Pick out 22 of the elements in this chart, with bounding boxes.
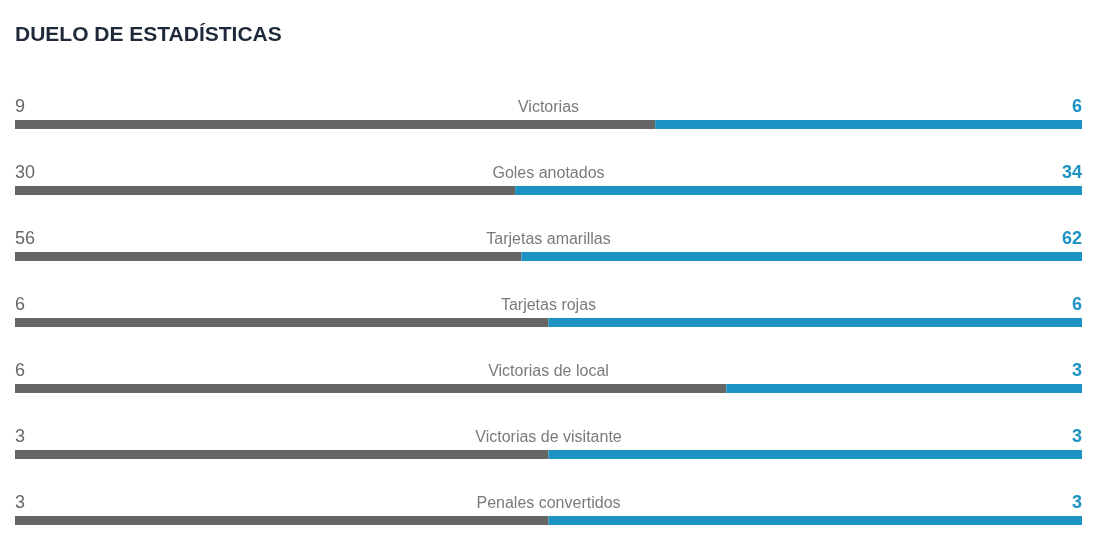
data-label: 6 xyxy=(1071,96,1082,116)
y-tick-label: Goles anotados xyxy=(492,164,605,181)
data-label: 3 xyxy=(15,492,26,512)
y-tick-label: Victorias de local xyxy=(488,362,609,379)
data-label: 3 xyxy=(1071,360,1082,380)
y-tick-label: Penales convertidos xyxy=(476,494,621,511)
data-label: 3 xyxy=(1071,492,1082,512)
data-label: 30 xyxy=(15,162,36,182)
data-label: 34 xyxy=(1061,162,1082,182)
data-label: 9 xyxy=(15,96,26,116)
data-label: 56 xyxy=(15,228,36,248)
data-label: 3 xyxy=(1071,426,1082,446)
y-tick-label: Tarjetas amarillas xyxy=(486,230,611,247)
data-label: 6 xyxy=(15,294,26,314)
y-tick-label: Victorias de visitante xyxy=(475,428,622,445)
y-tick-label: Victorias xyxy=(517,98,580,115)
data-label: 3 xyxy=(15,426,26,446)
data-label: 62 xyxy=(1061,228,1082,248)
data-label: 6 xyxy=(1071,294,1082,314)
y-tick-label: Tarjetas rojas xyxy=(500,296,597,313)
data-label: 6 xyxy=(15,360,26,380)
chart-title: DUELO DE ESTADÍSTICAS xyxy=(15,22,282,45)
